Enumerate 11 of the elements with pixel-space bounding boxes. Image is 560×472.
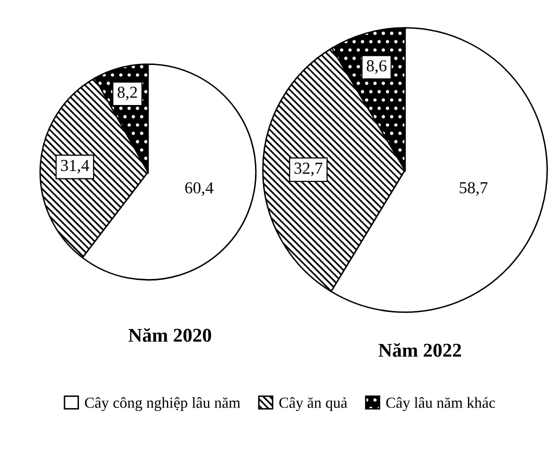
- data-label: 60,4: [185, 182, 214, 196]
- data-label: 31,4: [61, 160, 90, 174]
- data-label: 8,6: [366, 60, 386, 74]
- legend-label: Cây công nghiệp lâu năm: [84, 397, 240, 412]
- legend-label: Cây lâu năm khác: [386, 397, 496, 412]
- data-label: 8,2: [118, 86, 137, 100]
- legend-label: Cây ăn quả: [279, 397, 348, 412]
- data-label: 58,7: [460, 182, 488, 196]
- text: Năm 2020: [128, 328, 212, 342]
- data-label: 32,7: [294, 162, 322, 176]
- text: Năm 2022: [378, 342, 462, 357]
